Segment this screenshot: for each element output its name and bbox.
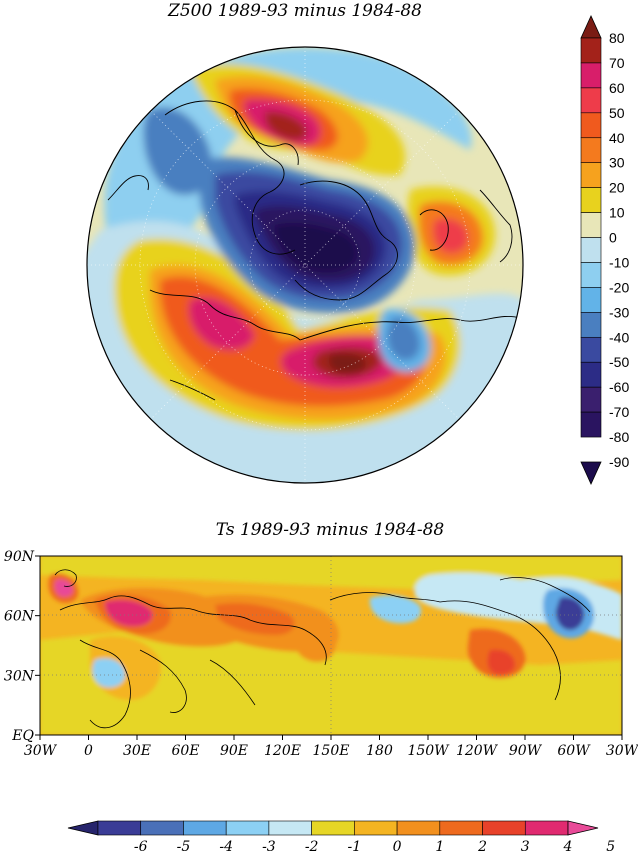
z500-colorbar-swatch	[580, 386, 602, 413]
z500-colorbar-swatch	[580, 237, 602, 263]
z500-colorbar-label: 80	[609, 30, 625, 46]
ts-colorbar-swatch	[524, 820, 569, 836]
z500-colorbar-swatch	[580, 361, 602, 388]
ts-x-tick-label: 120E	[264, 743, 301, 759]
z500-colorbar-swatch	[580, 212, 602, 238]
z500-colorbar-swatch	[580, 112, 602, 139]
ts-x-tick-label: 180	[366, 743, 393, 759]
z500-colorbar-swatch	[580, 187, 602, 213]
ts-colorbar-label: -1	[348, 839, 362, 852]
ts-colorbar-swatch	[225, 820, 270, 836]
ts-colorbar-swatch	[482, 820, 526, 836]
z500-colorbar-label: -10	[609, 254, 629, 270]
ts-colorbar-left-arrow	[67, 820, 99, 836]
z500-colorbar-label: -20	[609, 279, 629, 295]
z500-colorbar-swatch	[580, 312, 602, 338]
ts-graticule	[40, 556, 622, 735]
ts-colorbar-label: 5	[606, 839, 615, 852]
z500-colorbar-label: -40	[609, 329, 629, 345]
z500-colorbar-swatch	[580, 37, 602, 64]
ts-colorbar-label: -6	[134, 839, 148, 852]
ts-x-tick-label: 30W	[24, 743, 58, 759]
ts-colorbar-label: 0	[393, 839, 402, 852]
z500-colorbar-label: -50	[609, 354, 629, 370]
z500-colorbar-label: 0	[609, 230, 617, 246]
z500-colorbar-swatch	[580, 411, 602, 438]
z500-colorbar-label: -90	[609, 454, 629, 470]
ts-x-tick-label: 60W	[557, 743, 591, 759]
ts-x-tick-label: 30W	[606, 743, 638, 759]
ts-y-tick-label: 30N	[4, 668, 35, 684]
ts-axes: 30W 0 30E 60E 90E 120E 150E 180 150W 120W 90W 60W 30…	[4, 549, 638, 759]
ts-colorbar-label: 4	[563, 839, 573, 852]
z500-colorbar-label: -60	[609, 379, 629, 395]
ts-y-tick-label: 60N	[4, 609, 35, 625]
z500-colorbar-label: 20	[609, 180, 625, 196]
ts-x-tick-label: 90E	[220, 743, 248, 759]
ts-y-tick-label: 90N	[4, 549, 35, 565]
ts-colorbar-swatch	[183, 820, 227, 836]
z500-colorbar-label: 50	[609, 105, 625, 121]
ts-colorbar-label: -5	[177, 839, 191, 852]
ts-x-tick-label: 150E	[313, 743, 350, 759]
ts-x-tick-label: 60E	[171, 743, 199, 759]
ts-x-tick-label: 150W	[407, 743, 450, 759]
z500-colorbar-label: 10	[609, 205, 625, 221]
ts-colorbar-swatch	[97, 820, 142, 836]
ts-colorbar-label: -2	[305, 839, 319, 852]
z500-colorbar-swatch	[580, 162, 602, 188]
z500-colorbar: 80 70 60 50 40 30 20 10 0 -10 -20 -30 -40 -50 -60 -70 -8…	[580, 15, 629, 485]
ts-colorbar-swatch	[439, 820, 483, 836]
ts-colorbar-label: 2	[477, 839, 487, 852]
z500-colorbar-bottom-arrow	[580, 461, 602, 485]
z500-colorbar-top-arrow	[580, 15, 602, 39]
ts-colorbar-right-arrow	[567, 820, 599, 836]
z500-colorbar-label: -70	[609, 404, 629, 420]
ts-colorbar-swatch	[140, 820, 184, 836]
z500-colorbar-swatch	[580, 87, 602, 114]
z500-colorbar-swatch	[580, 336, 602, 363]
ts-colorbar-label: -4	[219, 839, 233, 852]
ts-colorbar: -6 -5 -4 -3 -2 -1 0 1 2 3 4 5	[67, 820, 615, 852]
z500-coastlines	[107, 100, 521, 401]
ts-colorbar-swatch	[354, 820, 398, 836]
z500-colorbar-label: -80	[609, 429, 629, 445]
z500-graticule	[87, 47, 523, 483]
ts-x-tick-label: 30E	[123, 743, 151, 759]
z500-map-boundary	[86, 46, 524, 484]
z500-colorbar-swatch	[580, 137, 602, 164]
ts-colorbar-label: 3	[521, 839, 530, 852]
z500-title: Z500 1989-93 minus 1984-88	[167, 1, 422, 21]
ts-title: Ts 1989-93 minus 1984-88	[216, 520, 445, 540]
z500-polar-map	[86, 46, 524, 484]
z500-colorbar-swatch	[580, 262, 602, 288]
ts-x-tick-label: 0	[84, 743, 93, 759]
ts-colorbar-swatch	[268, 820, 312, 836]
z500-colorbar-label: 40	[609, 130, 625, 146]
ts-x-tick-label: 120W	[456, 743, 499, 759]
ts-colorbar-swatch	[311, 820, 355, 836]
z500-colorbar-label: -30	[609, 304, 629, 320]
z500-colorbar-label: 60	[609, 80, 625, 96]
z500-colorbar-label: 30	[609, 155, 625, 171]
ts-colorbar-swatch	[396, 820, 441, 836]
z500-colorbar-swatch	[580, 287, 602, 313]
z500-colorbar-label: 70	[609, 55, 625, 71]
ts-y-tick-label: EQ	[11, 728, 34, 744]
ts-colorbar-label: -3	[262, 839, 276, 852]
ts-colorbar-label: 1	[435, 839, 444, 852]
ts-coastlines	[54, 569, 591, 729]
z500-colorbar-swatch	[580, 62, 602, 89]
ts-x-tick-label: 90W	[509, 743, 543, 759]
ts-map: 30W 0 30E 60E 90E 120E 150E 180 150W 120W 90W 60W 30…	[4, 549, 638, 759]
